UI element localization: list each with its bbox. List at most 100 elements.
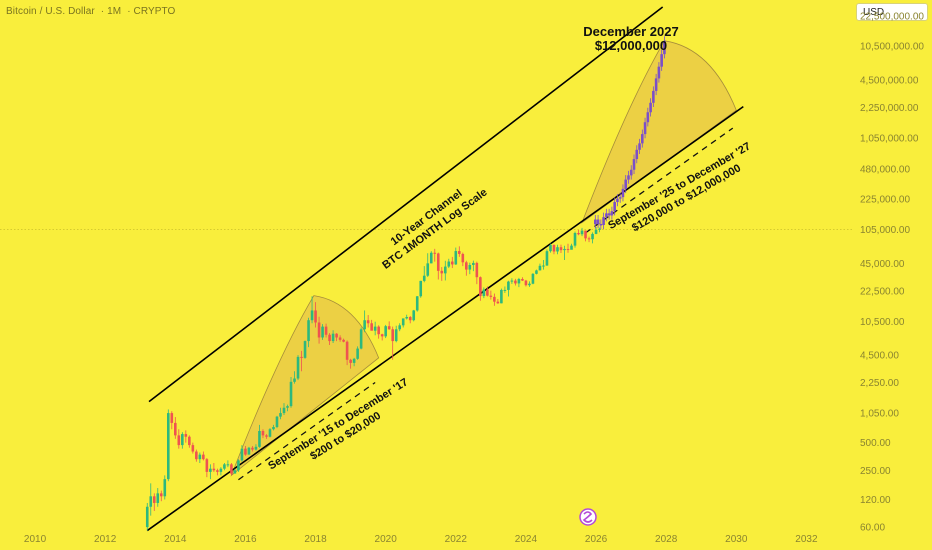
candle <box>503 286 507 293</box>
candle-body <box>328 334 331 342</box>
candle <box>296 355 300 381</box>
projection-candle <box>657 62 661 83</box>
candle <box>549 243 552 253</box>
candle-body <box>447 261 451 267</box>
candle <box>310 296 314 324</box>
projection-candle <box>635 145 639 164</box>
candle <box>300 350 303 372</box>
candle <box>174 417 177 439</box>
candle <box>373 321 377 336</box>
candle <box>535 269 538 275</box>
candle-body <box>230 464 233 474</box>
y-axis[interactable]: 22,500,000.00 10,500,000.00 4,500,000.00 2,… <box>860 11 924 533</box>
projection-body <box>610 211 614 216</box>
candle-body <box>415 296 419 311</box>
y-tick-label: 2,250,000.00 <box>860 103 919 114</box>
projection-candle <box>618 192 622 203</box>
interval-label[interactable]: 1M <box>107 6 122 17</box>
candle <box>230 462 233 476</box>
x-axis[interactable]: 2010 2012 2014 2016 2018 2020 2022 2024 2026 2028… <box>24 534 818 545</box>
candle-body <box>556 247 559 252</box>
candle-body <box>598 228 601 230</box>
candle-body <box>436 253 440 271</box>
candle <box>398 323 402 332</box>
candle <box>303 340 307 359</box>
candle <box>258 424 261 448</box>
candle-body <box>577 233 580 235</box>
candle <box>577 229 580 236</box>
candle <box>212 462 216 472</box>
candle-body <box>387 326 391 330</box>
candle <box>219 467 223 476</box>
candle-body <box>391 329 394 342</box>
candle <box>538 263 542 271</box>
y-tick-label: 500.00 <box>860 438 891 449</box>
candle <box>177 429 181 449</box>
cycle-dashed-line-2 <box>585 127 734 234</box>
candle <box>254 444 258 451</box>
candle-body <box>324 326 328 335</box>
x-tick-label: 2012 <box>94 534 117 545</box>
candle <box>149 483 153 516</box>
candle-body <box>275 416 279 428</box>
candle-body <box>282 407 286 414</box>
candle-body <box>356 348 359 359</box>
candle <box>159 490 163 502</box>
candle-body <box>573 233 577 246</box>
candle-body <box>461 253 465 263</box>
watermark-icon <box>579 508 597 526</box>
projection-body <box>663 40 666 55</box>
candle <box>272 424 275 431</box>
candle-body <box>563 248 566 251</box>
candle <box>450 256 454 269</box>
y-tick-label: 105,000.00 <box>860 225 910 236</box>
projection-candle <box>616 194 619 207</box>
candle-body <box>412 310 416 321</box>
candle <box>559 244 563 253</box>
candle-body <box>338 337 342 340</box>
candle <box>247 446 251 455</box>
cycle-arcs <box>230 40 737 477</box>
symbol-bar[interactable]: Bitcoin / U.S. Dollar · 1M · CRYPTO <box>6 6 176 17</box>
channel-upper-line <box>148 6 664 403</box>
candle <box>510 278 514 284</box>
candle-body <box>528 283 531 286</box>
projection-body <box>605 213 608 218</box>
candle-body <box>475 262 479 278</box>
candle <box>268 428 272 438</box>
candle-body <box>331 333 335 342</box>
candle-body <box>202 454 205 460</box>
candle-body <box>426 263 430 276</box>
y-tick-label: 2,250.00 <box>860 378 899 389</box>
currency-selector[interactable]: USD <box>856 3 928 21</box>
projection-candle <box>621 184 625 202</box>
candle-body <box>345 341 349 360</box>
candle-body <box>366 320 370 324</box>
candle-body <box>566 248 570 250</box>
candle-body <box>429 252 433 264</box>
candle-body <box>307 320 310 342</box>
candle <box>317 316 321 344</box>
candle <box>552 244 556 255</box>
x-tick-label: 2014 <box>164 534 187 545</box>
candle-body <box>408 317 412 321</box>
candle-body <box>300 356 303 358</box>
candle-body <box>507 281 510 290</box>
candle-body <box>465 262 468 270</box>
projection-body <box>602 217 605 226</box>
y-tick-label: 225,000.00 <box>860 195 910 206</box>
projection-body <box>660 54 663 67</box>
candle-body <box>384 326 387 337</box>
candle <box>223 462 226 471</box>
candle-body <box>177 435 181 446</box>
projection-body <box>594 219 597 225</box>
candle <box>349 358 352 369</box>
candle-body <box>286 406 289 408</box>
candle-body <box>156 493 160 503</box>
candle-body <box>496 301 500 304</box>
candle <box>493 293 496 306</box>
candle-body <box>468 264 472 270</box>
candle <box>594 227 598 235</box>
candle <box>286 404 289 412</box>
